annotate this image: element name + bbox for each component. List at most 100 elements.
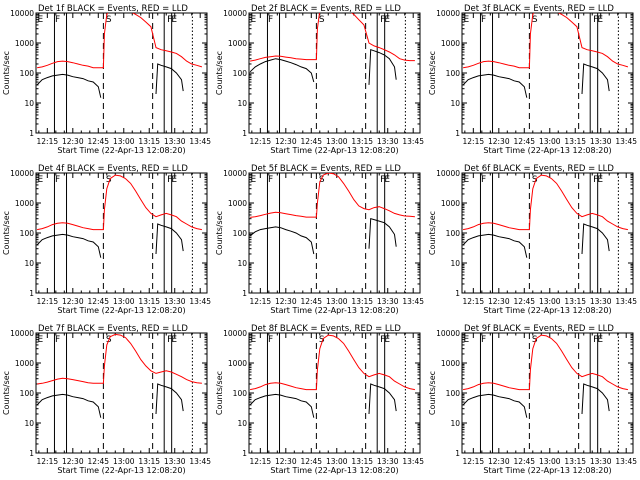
interval-marker: E xyxy=(384,15,390,25)
red-series-line xyxy=(463,174,628,231)
interval-marker: F xyxy=(167,175,172,185)
y-tick-label: 10 xyxy=(450,259,460,268)
x-tick-label: 13:45 xyxy=(402,297,424,306)
panel-title: Det 4f BLACK = Events, RED = LLD xyxy=(38,164,188,174)
y-tick-label: 100 xyxy=(446,389,461,398)
x-tick-label: 13:00 xyxy=(113,457,135,466)
x-axis-label: Start Time (22-Apr-13 12:08:20) xyxy=(270,146,398,155)
x-tick-label: 12:30 xyxy=(62,457,84,466)
y-tick-label: 10000 xyxy=(223,169,247,178)
x-tick-label: 13:15 xyxy=(351,457,373,466)
panel-title: Det 5f BLACK = Events, RED = LLD xyxy=(251,164,401,174)
y-tick-label: 10000 xyxy=(223,9,247,18)
y-tick-label: 1 xyxy=(242,289,247,298)
x-tick-label: 13:00 xyxy=(539,297,561,306)
x-tick-label: 13:30 xyxy=(164,297,186,306)
x-axis-label: Start Time (22-Apr-13 12:08:20) xyxy=(270,306,398,315)
x-tick-label: 13:15 xyxy=(138,297,160,306)
x-tick-label: 13:30 xyxy=(377,457,399,466)
y-tick-label: 1000 xyxy=(441,359,460,368)
y-axis-label: Counts/sec xyxy=(428,371,437,415)
y-tick-label: 1000 xyxy=(15,199,34,208)
y-tick-label: 10 xyxy=(24,99,34,108)
x-axis-label: Start Time (22-Apr-13 12:08:20) xyxy=(270,466,398,475)
plot-frame xyxy=(35,12,208,134)
interval-marker: S xyxy=(319,175,325,185)
interval-marker: E xyxy=(250,335,256,345)
y-tick-label: 1 xyxy=(242,449,247,458)
panel-title: Det 3f BLACK = Events, RED = LLD xyxy=(464,4,614,14)
y-tick-label: 100 xyxy=(233,389,248,398)
x-tick-label: 12:30 xyxy=(62,297,84,306)
black-series-line xyxy=(36,223,184,258)
panel-det-8: Det 8f BLACK = Events, RED = LLD 1 10 100 10… xyxy=(215,324,424,475)
x-tick-label: 13:45 xyxy=(402,137,424,146)
interval-marker: E xyxy=(463,15,469,25)
interval-marker: E xyxy=(597,175,603,185)
panel-title: Det 8f BLACK = Events, RED = LLD xyxy=(251,324,401,334)
x-tick-label: 13:45 xyxy=(189,297,211,306)
y-tick-label: 1 xyxy=(242,129,247,138)
panel-title: Det 6f BLACK = Events, RED = LLD xyxy=(464,164,614,174)
plot-frame xyxy=(248,332,421,454)
x-tick-label: 13:00 xyxy=(326,297,348,306)
x-axis-label: Start Time (22-Apr-13 12:08:20) xyxy=(483,306,611,315)
x-tick-label: 13:00 xyxy=(326,137,348,146)
x-tick-label: 12:45 xyxy=(87,457,109,466)
red-series-line xyxy=(463,13,629,69)
interval-marker: F xyxy=(55,335,60,345)
black-series-line xyxy=(249,383,397,418)
y-tick-label: 10000 xyxy=(436,9,460,18)
y-tick-label: 1 xyxy=(455,289,460,298)
interval-marker: E xyxy=(171,15,177,25)
interval-marker: E xyxy=(37,15,43,25)
y-tick-label: 1000 xyxy=(228,359,247,368)
y-tick-label: 1000 xyxy=(15,39,34,48)
x-tick-label: 13:15 xyxy=(351,297,373,306)
x-tick-label: 12:45 xyxy=(300,297,322,306)
y-tick-label: 100 xyxy=(233,69,248,78)
x-axis-label: Start Time (22-Apr-13 12:08:20) xyxy=(483,146,611,155)
x-tick-label: 12:45 xyxy=(513,137,535,146)
y-axis-label: Counts/sec xyxy=(2,51,11,95)
x-tick-label: 12:45 xyxy=(300,457,322,466)
x-tick-label: 12:15 xyxy=(463,297,485,306)
y-tick-label: 100 xyxy=(20,389,35,398)
panel-det-3: Det 3f BLACK = Events, RED = LLD 1 10 100 10… xyxy=(428,4,637,155)
x-tick-label: 12:30 xyxy=(488,137,510,146)
y-tick-label: 1000 xyxy=(441,39,460,48)
x-tick-label: 12:45 xyxy=(513,297,535,306)
interval-marker: F xyxy=(167,335,172,345)
interval-marker: F xyxy=(593,15,598,25)
panel-det-9: Det 9f BLACK = Events, RED = LLD 1 10 100 10… xyxy=(428,324,637,475)
y-tick-label: 1000 xyxy=(228,199,247,208)
x-tick-label: 13:45 xyxy=(615,457,637,466)
interval-marker: F xyxy=(481,335,486,345)
x-tick-label: 13:15 xyxy=(351,137,373,146)
y-tick-label: 100 xyxy=(20,229,35,238)
black-series-line xyxy=(462,383,610,418)
interval-marker: S xyxy=(106,15,112,25)
y-tick-label: 100 xyxy=(446,69,461,78)
x-tick-label: 12:30 xyxy=(275,297,297,306)
y-tick-label: 100 xyxy=(446,229,461,238)
interval-marker: F xyxy=(380,175,385,185)
panel-det-1: Det 1f BLACK = Events, RED = LLD 1 10 100 10… xyxy=(2,4,211,155)
panel-title: Det 9f BLACK = Events, RED = LLD xyxy=(464,324,614,334)
red-series-line xyxy=(250,334,415,391)
x-tick-label: 13:15 xyxy=(138,137,160,146)
x-tick-label: 13:30 xyxy=(164,137,186,146)
plot-frame xyxy=(461,12,634,134)
x-tick-label: 12:45 xyxy=(513,457,535,466)
interval-marker: S xyxy=(106,175,112,185)
x-tick-label: 13:15 xyxy=(138,457,160,466)
interval-marker: F xyxy=(268,335,273,345)
y-tick-label: 10 xyxy=(450,99,460,108)
y-tick-label: 10 xyxy=(237,419,247,428)
plot-frame xyxy=(35,332,208,454)
plot-frame xyxy=(248,172,421,294)
y-tick-label: 10000 xyxy=(436,329,460,338)
panel-det-2: Det 2f BLACK = Events, RED = LLD 1 10 100 10… xyxy=(215,4,424,155)
interval-marker: F xyxy=(481,175,486,185)
